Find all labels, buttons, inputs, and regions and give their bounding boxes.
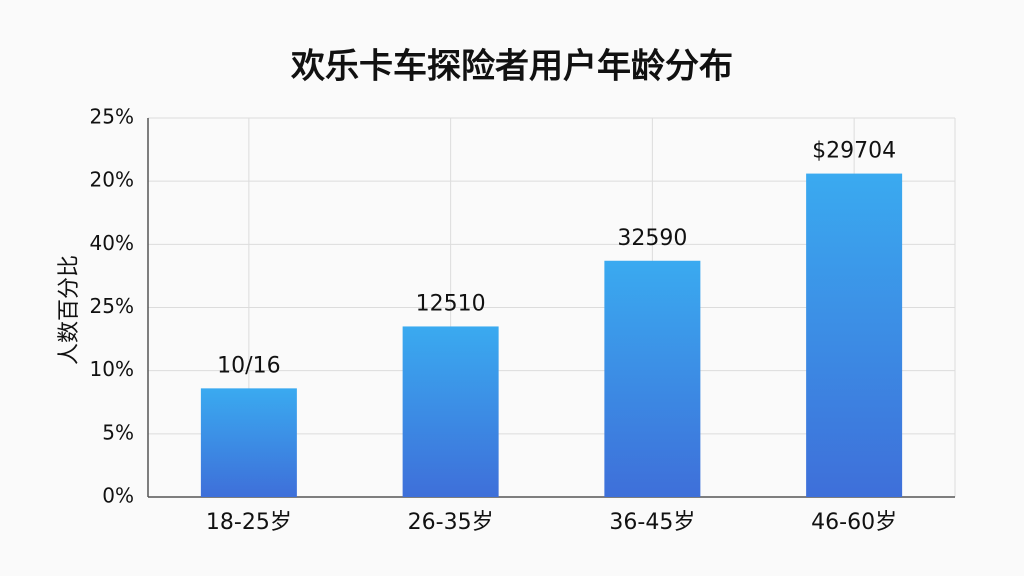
- y-tick-label: 20%: [90, 168, 134, 192]
- value-label: 32590: [617, 226, 687, 251]
- y-axis-label: 人数百分比: [57, 255, 82, 365]
- x-tick-label: 26-35岁: [408, 510, 494, 535]
- y-tick-label: 25%: [90, 294, 134, 318]
- value-label: 12510: [416, 291, 486, 316]
- bar: [200, 388, 297, 497]
- chart-title: 欢乐卡车探险者用户年龄分布: [290, 47, 733, 87]
- x-tick-label: 46-60岁: [811, 510, 897, 535]
- x-tick-label: 18-25岁: [206, 510, 292, 535]
- y-tick-label: 25%: [90, 105, 134, 129]
- y-tick-label: 0%: [102, 484, 134, 508]
- bar: [402, 326, 499, 497]
- y-tick-label: 10%: [90, 357, 134, 381]
- bar: [604, 260, 701, 497]
- value-label: 10/16: [217, 353, 280, 378]
- x-tick-label: 36-45岁: [609, 510, 695, 535]
- value-label: $29704: [812, 139, 896, 164]
- bar: [806, 173, 903, 497]
- y-tick-label: 5%: [102, 420, 134, 444]
- y-tick-label: 40%: [90, 231, 134, 255]
